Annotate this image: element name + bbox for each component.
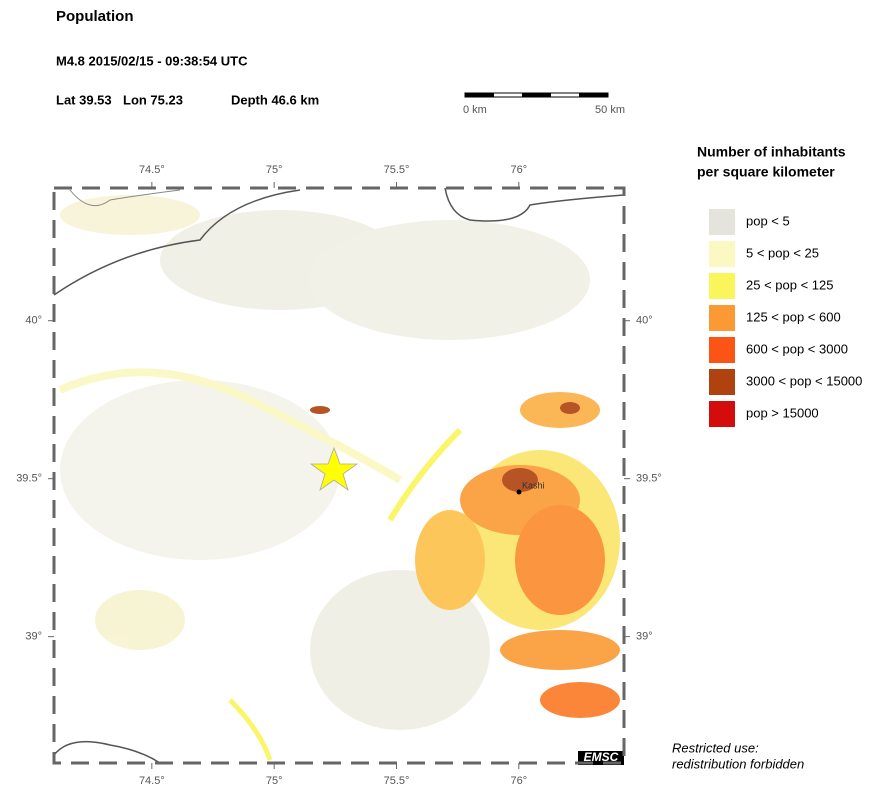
- y-tick-label: 40°: [25, 315, 42, 327]
- legend-swatch: [709, 401, 735, 427]
- legend-swatch: [709, 305, 735, 331]
- event: M4.8 2015/02/15 - 09:38:54 UTC: [56, 53, 248, 68]
- y-tick-label: 39.5°: [636, 473, 662, 485]
- x-tick-label: 76°: [510, 775, 527, 787]
- y-tick-label: 39°: [25, 631, 42, 643]
- notice: redistribution forbidden: [672, 756, 804, 771]
- scale-start: 0 km: [463, 104, 487, 116]
- legend-label: 125 < pop < 600: [746, 309, 841, 324]
- title: Population: [56, 8, 134, 25]
- legend-label: 5 < pop < 25: [746, 245, 819, 260]
- x-tick-label: 75.5°: [384, 164, 410, 176]
- y-tick-label: 39.5°: [16, 473, 42, 485]
- x-tick-label: 74.5°: [139, 775, 165, 787]
- legend-label: pop < 5: [746, 213, 790, 228]
- legend-swatch: [709, 241, 735, 267]
- legend-label: pop > 15000: [746, 405, 819, 420]
- x-tick-label: 76°: [510, 164, 527, 176]
- legend-title: Number of inhabitants: [697, 144, 846, 160]
- x-tick-label: 74.5°: [139, 164, 165, 176]
- x-tick-label: 75°: [266, 164, 283, 176]
- y-tick-label: 39°: [636, 631, 653, 643]
- city-label: Kashi: [522, 480, 545, 490]
- legend-title: per square kilometer: [697, 164, 835, 180]
- map: Kashi EMSC: [52, 186, 626, 765]
- scale-bar: [464, 92, 609, 98]
- lat: Lat 39.53: [56, 92, 112, 107]
- legend-swatch: [709, 209, 735, 235]
- notice: Restricted use:: [672, 740, 759, 755]
- x-tick-label: 75.5°: [384, 775, 410, 787]
- legend-swatch: [709, 273, 735, 299]
- y-tick-label: 40°: [636, 315, 653, 327]
- legend-label: 600 < pop < 3000: [746, 341, 848, 356]
- lon: Lon 75.23: [123, 92, 183, 107]
- legend-label: 3000 < pop < 15000: [746, 373, 862, 388]
- credit: EMSC: [584, 750, 619, 764]
- scale-end: 50 km: [595, 104, 625, 116]
- legend-swatch: [709, 369, 735, 395]
- x-tick-label: 75°: [266, 775, 283, 787]
- legend-swatch: [709, 337, 735, 363]
- depth: Depth 46.6 km: [231, 92, 319, 107]
- legend-label: 25 < pop < 125: [746, 277, 833, 292]
